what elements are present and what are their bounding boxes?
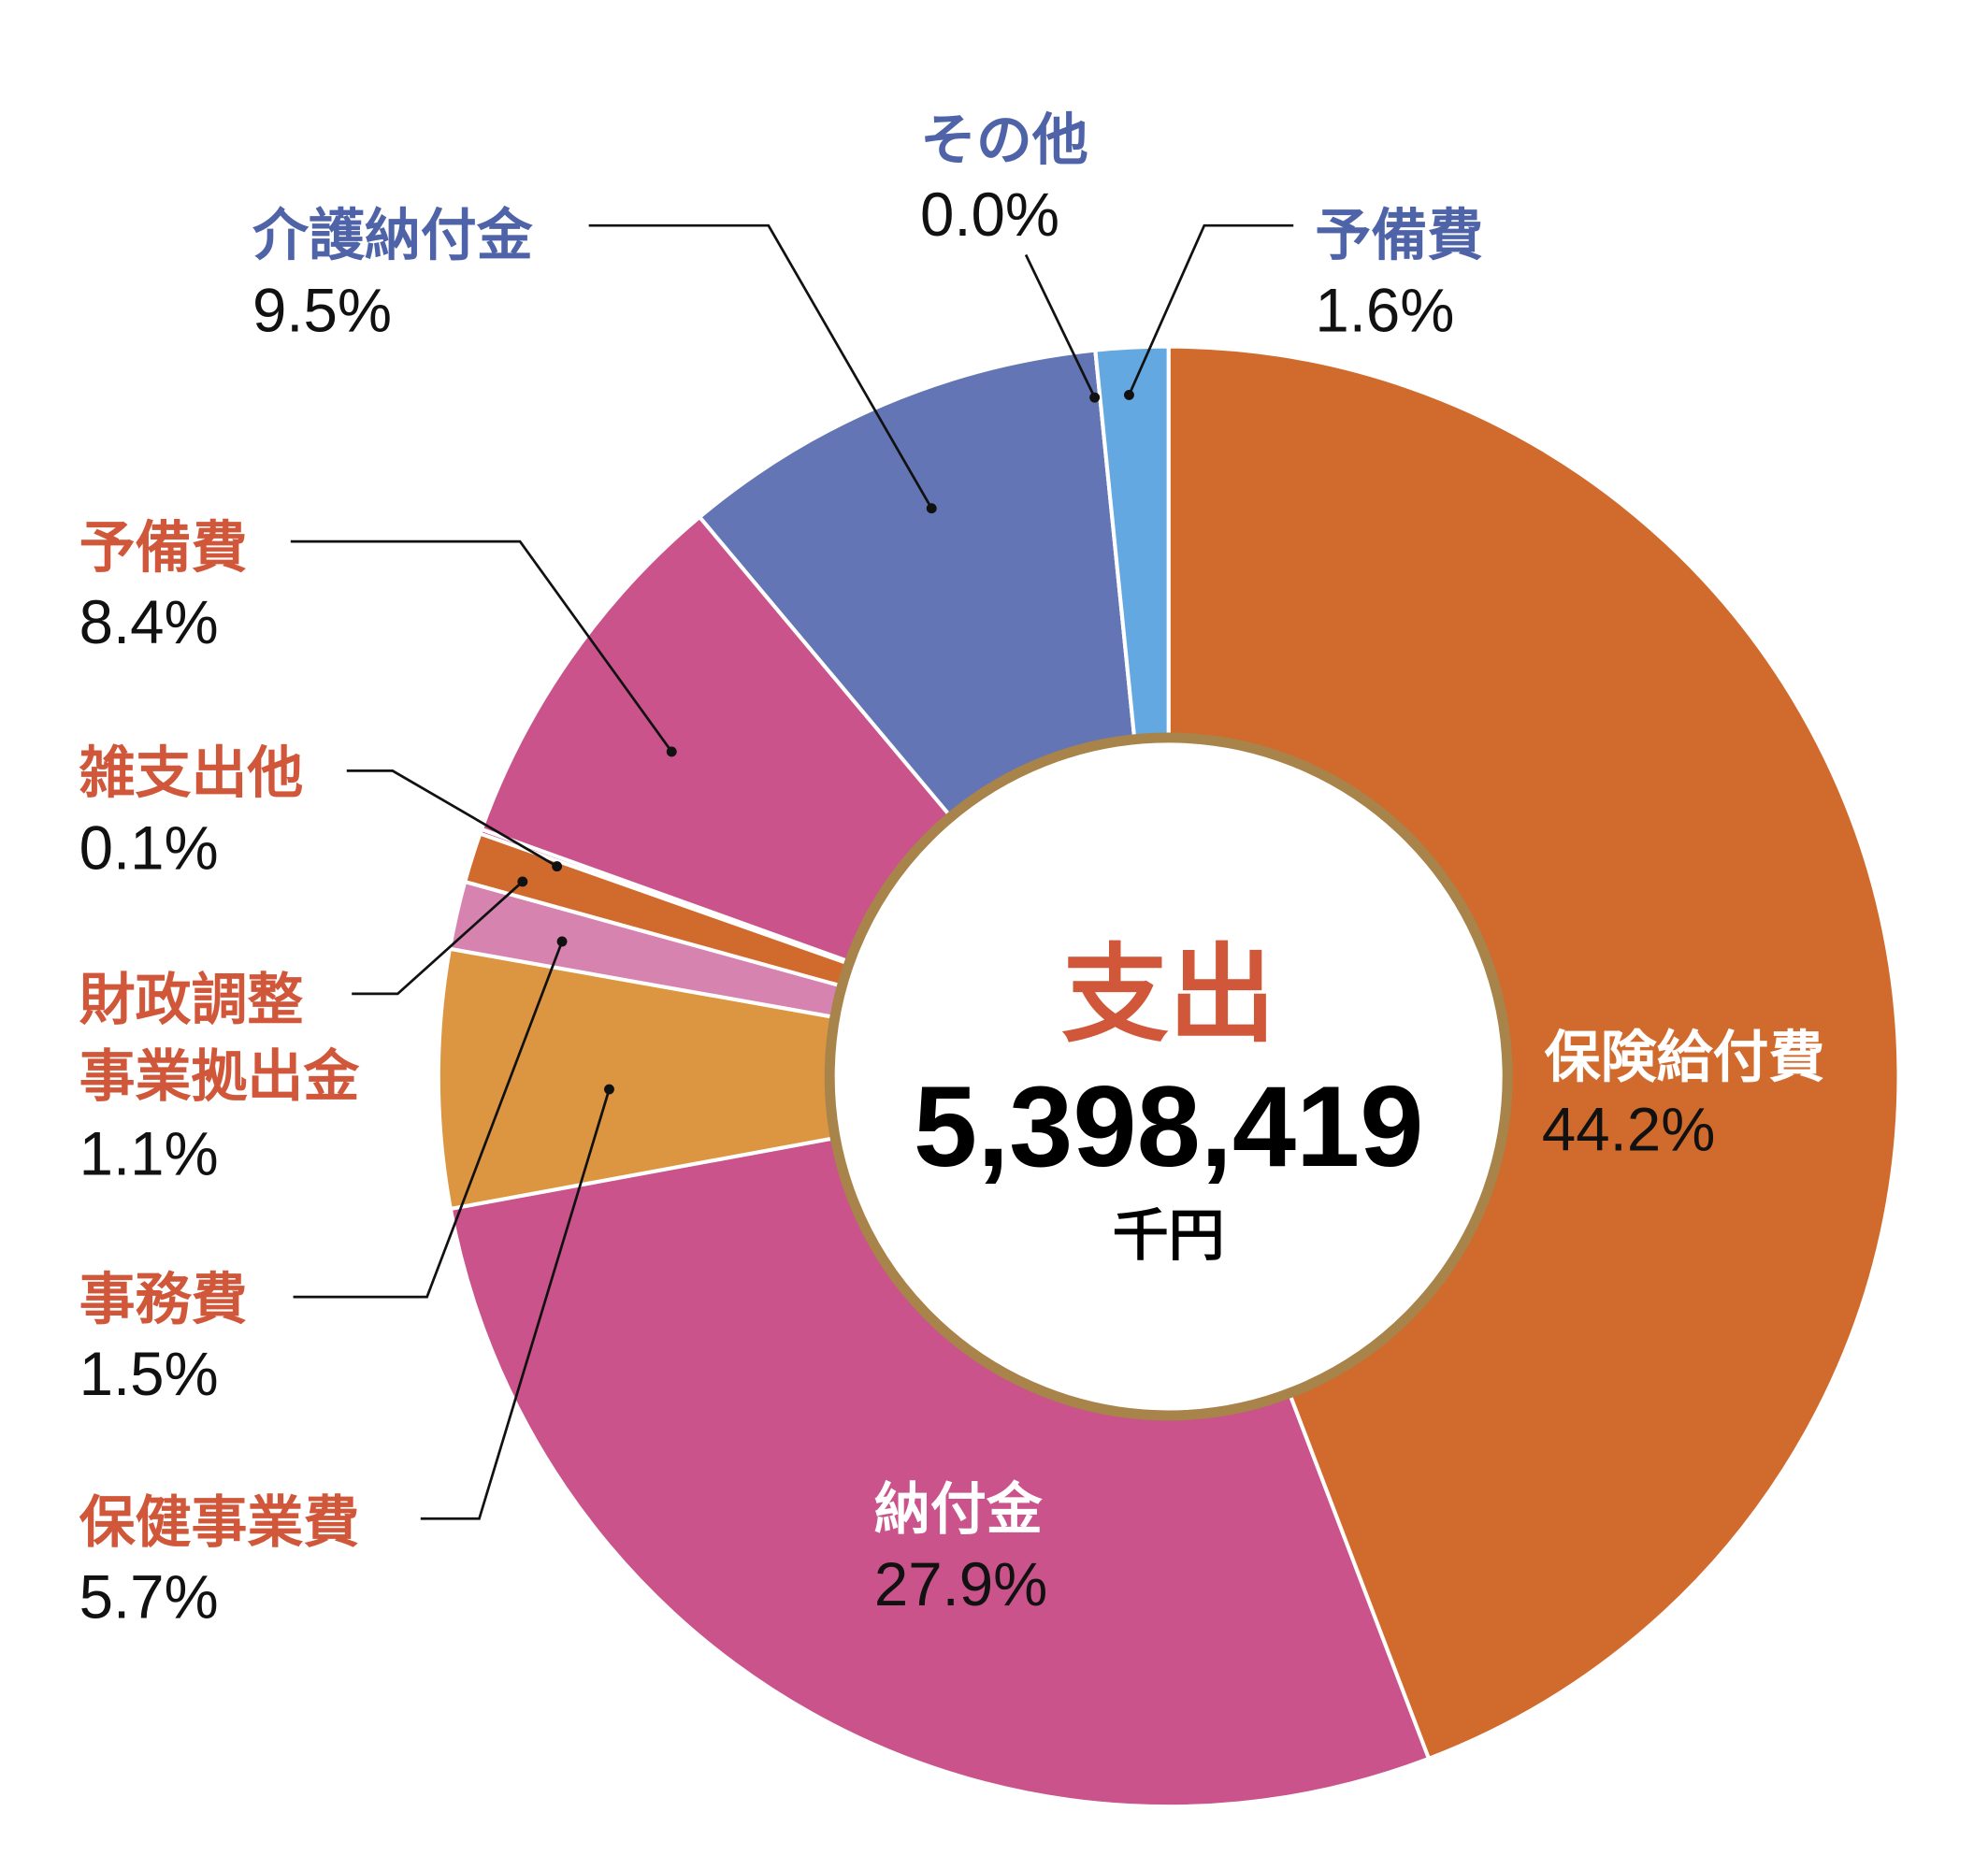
leader-dot (926, 503, 937, 514)
slice-value-label: 5.7% (79, 1563, 219, 1632)
leader-dot (552, 861, 563, 872)
slice-label: 保険給付費 (1545, 1025, 1825, 1090)
leader-dot (1089, 392, 1101, 403)
slice-0 (1166, 344, 1901, 1762)
leader-line-yobihi-top (1128, 223, 1294, 395)
slice-label: 予備費 (79, 515, 248, 581)
slice-value-label: 27.9% (874, 1550, 1047, 1618)
slice-value-label: 44.2% (1542, 1095, 1715, 1163)
slice-label: その他 (920, 108, 1088, 173)
slice-label: 保健事業費 (79, 1490, 360, 1556)
total-unit: 千円 (1113, 1203, 1225, 1269)
slice-value-label: 9.5% (252, 276, 392, 344)
slice-value-label: 0.1% (79, 813, 219, 882)
leader-dot (604, 1084, 614, 1095)
slice-value-label: 0.0% (920, 180, 1059, 249)
slice-label: 事務費 (79, 1267, 248, 1332)
slice-label-line-1: 財政調整 (79, 968, 304, 1033)
leader-line-zaisei (352, 880, 524, 996)
slice-value-label: 8.4% (79, 588, 219, 656)
leader-dot (666, 746, 677, 757)
slice-value-label: 1.1% (79, 1119, 219, 1187)
slice-label: 納付金 (874, 1477, 1044, 1543)
leader-dot (556, 936, 568, 947)
slice-label: 介護納付金 (252, 204, 534, 269)
leader-line-kaigo (588, 223, 933, 510)
leader-dot (517, 876, 528, 887)
chart-title: 支出 (1061, 933, 1275, 1057)
slice-2 (436, 946, 1170, 1212)
leader-line-hoken (420, 1088, 611, 1520)
slice-value-label: 1.6% (1315, 276, 1454, 344)
total-value: 5,398,419 (914, 1062, 1424, 1190)
leader-dot (1123, 389, 1134, 400)
center-hole (824, 732, 1513, 1421)
slice-label: 雑支出他 (79, 741, 304, 807)
slice-label: 予備費 (1315, 204, 1483, 269)
leader-line-sonota (1024, 253, 1096, 398)
leader-line-jimu (293, 941, 564, 1299)
leader-line-yobihi-left (290, 539, 673, 753)
leader-line-zatsu (346, 769, 558, 868)
slice-value-label: 1.5% (79, 1340, 219, 1408)
leader-lines (290, 223, 1294, 1520)
slice-label-line-2: 事業拠出金 (79, 1044, 361, 1110)
